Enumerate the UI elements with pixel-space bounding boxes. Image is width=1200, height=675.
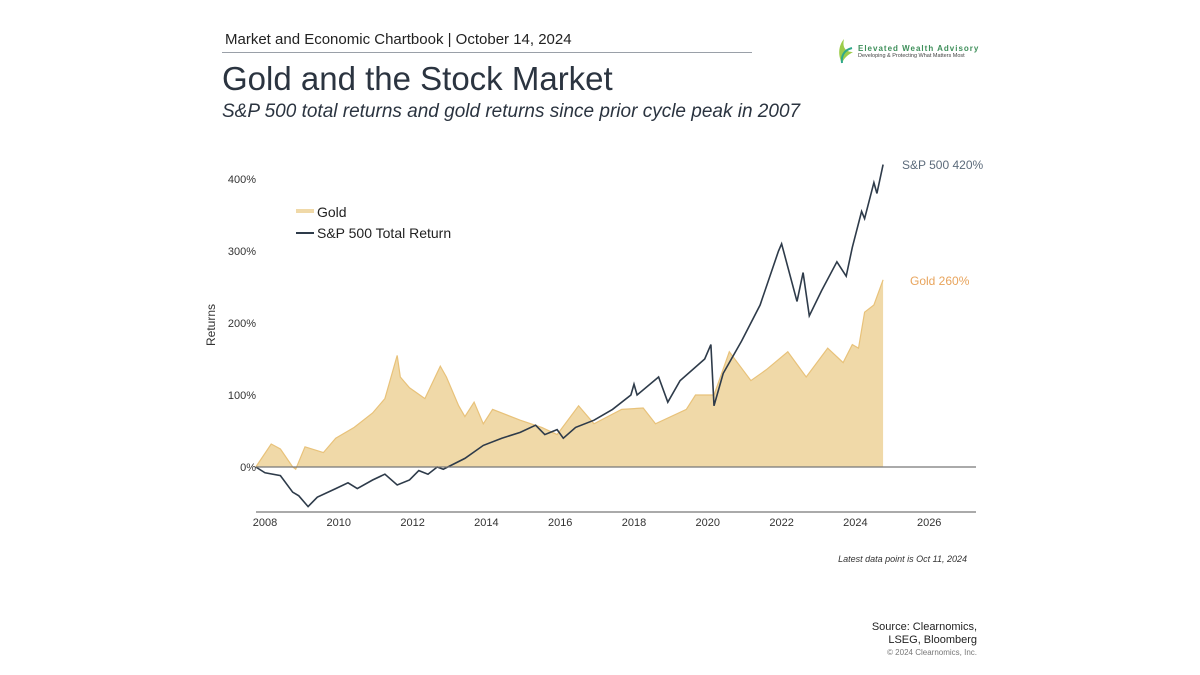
x-tick-label: 2008 (253, 517, 277, 529)
page-title: Gold and the Stock Market (222, 60, 613, 97)
x-tick-label: 2024 (843, 517, 867, 529)
x-tick-label: 2016 (548, 517, 572, 529)
x-tick-label: 2026 (917, 517, 941, 529)
page-subtitle: S&P 500 total returns and gold returns s… (222, 101, 801, 122)
y-tick-label: 400% (228, 174, 256, 186)
copyright: © 2024 Clearnomics, Inc. (887, 648, 977, 657)
logo: Elevated Wealth Advisory Developing & Pr… (836, 38, 979, 64)
source-line-2: LSEG, Bloomberg (888, 634, 977, 646)
y-tick-label: 100% (228, 390, 256, 402)
x-tick-label: 2014 (474, 517, 498, 529)
x-tick-label: 2022 (769, 517, 793, 529)
x-tick-label: 2020 (696, 517, 720, 529)
header-divider (222, 52, 752, 53)
latest-data-note: Latest data point is Oct 11, 2024 (838, 554, 967, 564)
y-tick-label: 0% (240, 462, 256, 474)
source: Source: Clearnomics, LSEG, Bloomberg (837, 621, 977, 647)
legend-sp500-label: S&P 500 Total Return (317, 225, 451, 241)
gold-end-label: Gold 260% (910, 274, 970, 288)
gold-area (255, 279, 884, 470)
source-line-1: Source: Clearnomics, (871, 621, 977, 633)
y-axis-label: Returns (204, 304, 218, 346)
logo-name: Elevated Wealth Advisory (858, 43, 980, 53)
logo-tagline: Developing & Protecting What Matters Mos… (858, 52, 965, 59)
gold-line (255, 279, 884, 471)
y-tick-label: 200% (228, 318, 256, 330)
sp500-line (255, 164, 884, 508)
x-tick-label: 2010 (327, 517, 351, 529)
y-tick-label: 300% (228, 246, 256, 258)
sp500-end-label: S&P 500 420% (902, 158, 984, 172)
legend-gold-label: Gold (317, 204, 347, 220)
x-tick-label: 2018 (622, 517, 646, 529)
legend-gold-swatch (296, 209, 314, 213)
x-tick-label: 2012 (400, 517, 424, 529)
leaf-logo-icon (839, 39, 853, 64)
chartbook-header: Market and Economic Chartbook | October … (225, 31, 572, 48)
